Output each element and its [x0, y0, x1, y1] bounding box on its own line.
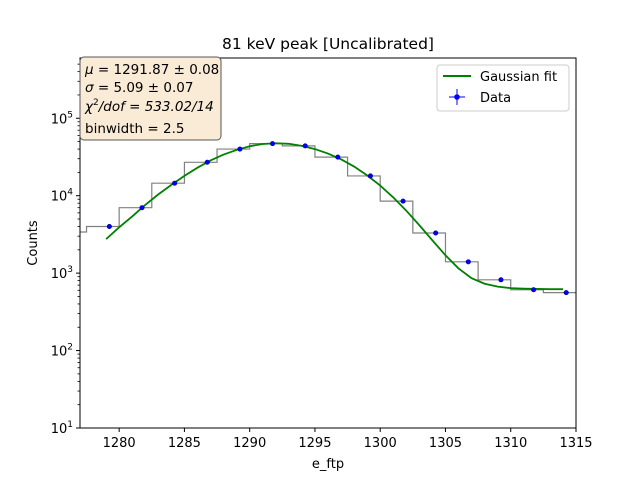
data-point: [106, 224, 112, 230]
data-point: [204, 159, 210, 165]
data-points-layer: [106, 141, 569, 296]
fit-info-box: μ = 1291.87 ± 0.08 σ = 5.09 ± 0.07 χ2/do…: [79, 56, 222, 141]
x-tick-label: 1285: [168, 436, 201, 451]
fit-info-box-bg: [79, 56, 222, 141]
legend-data-point: [454, 94, 460, 100]
legend-data-swatch: [449, 89, 465, 105]
fit-chi2-text: χ2/dof = 533.02/14: [84, 98, 214, 115]
fit-mean-text: μ = 1291.87 ± 0.08: [84, 62, 219, 78]
data-point: [465, 259, 471, 265]
x-tick-label: 1315: [559, 436, 592, 451]
data-point: [498, 277, 504, 283]
x-tick-label: 1305: [429, 436, 462, 451]
x-tick-label: 1300: [364, 436, 397, 451]
histogram-steps: [80, 143, 576, 294]
binwidth-text: binwidth = 2.5: [85, 121, 184, 137]
legend-fit-label: Gaussian fit: [480, 70, 557, 85]
x-tick-label: 1295: [298, 436, 331, 451]
x-tick-label: 1280: [103, 436, 136, 451]
data-point: [400, 198, 406, 204]
data-point: [237, 146, 243, 152]
data-point: [367, 173, 373, 179]
data-point: [335, 154, 341, 160]
data-point: [433, 230, 439, 236]
legend-data-label: Data: [480, 91, 511, 106]
y-tick-label: 101: [51, 420, 73, 437]
legend: Gaussian fit Data: [436, 64, 570, 112]
y-tick-label: 102: [51, 343, 73, 360]
data-point: [139, 205, 145, 211]
data-point: [172, 180, 178, 186]
fit-layer: [105, 142, 563, 291]
data-point: [302, 143, 308, 149]
x-tick-label: 1290: [233, 436, 266, 451]
x-axis-label: e_ftp: [312, 457, 344, 472]
y-axis-ticks: 101 102 103 104 105: [51, 63, 80, 437]
chart-title: 81 keV peak [Uncalibrated]: [222, 35, 434, 53]
y-axis-label: Counts: [26, 220, 41, 266]
histogram-layer: [80, 143, 576, 294]
gaussian-fit-line: [105, 142, 563, 291]
fit-sigma-text: σ = 5.09 ± 0.07: [85, 80, 193, 96]
y-tick-label: 104: [51, 188, 74, 205]
data-point: [270, 141, 276, 147]
x-axis-ticks: 1280 1285 1290 1295 1300 1305 1310 1315: [103, 428, 593, 451]
data-point: [531, 287, 537, 293]
data-point: [563, 290, 569, 296]
y-tick-label: 103: [51, 265, 73, 282]
y-tick-label: 105: [51, 110, 73, 127]
plot-frame: [79, 57, 577, 429]
x-tick-label: 1310: [494, 436, 527, 451]
